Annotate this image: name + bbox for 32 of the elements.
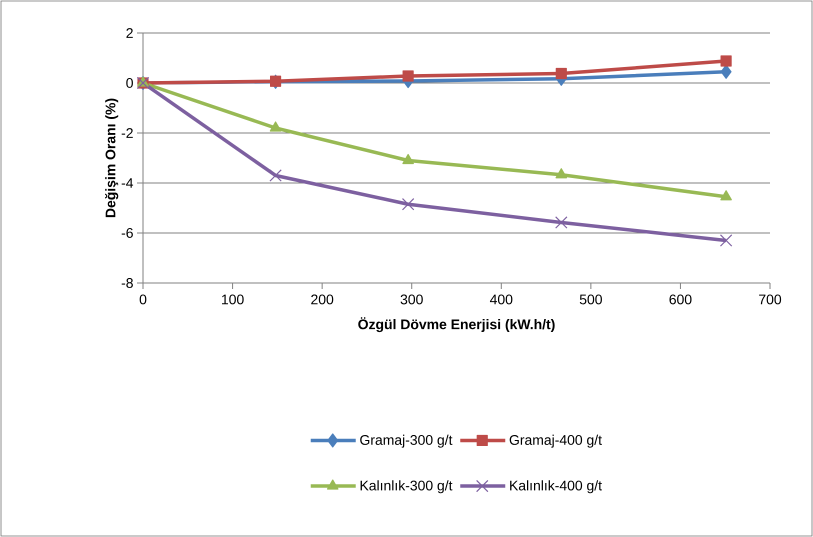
legend-label: Kalınlık-400 g/t [510,480,602,494]
x-tick-label: 0 [140,294,146,304]
point [556,68,567,80]
y-tick-label: 2 [126,28,133,38]
point [720,55,732,67]
x-tick-label: 600 [670,294,692,304]
x-tick-label: 400 [490,294,512,304]
y-tick-label: -2 [122,128,133,138]
point [402,198,414,210]
y-tick-label: -8 [122,278,133,288]
point [556,168,568,178]
point [720,190,732,200]
x-tick-label: 700 [759,294,782,304]
point [270,121,282,132]
y-tick-label: 0 [126,78,133,88]
y-tick-label: -4 [122,178,134,188]
legend-label: Gramaj-300 g/t [360,434,452,448]
point [402,154,414,164]
x-tick-label: 200 [311,294,334,304]
point [555,216,568,229]
x-axis-title: Özgül Dövme Enerjisi (kW.h/t) [358,317,555,332]
x-tick-label: 500 [580,294,602,304]
y-axis-title: Değişim Oranı (%) [105,98,118,218]
point [720,234,732,247]
legend-label: Kalınlık-300 g/t [360,480,452,494]
x-tick-label: 100 [222,294,244,304]
x-tick-label: 300 [400,294,423,304]
y-tick-label: -6 [122,228,133,238]
legend-label: Gramaj-400 g/t [510,434,602,448]
point [720,64,732,79]
point [269,169,282,182]
point [402,70,414,82]
